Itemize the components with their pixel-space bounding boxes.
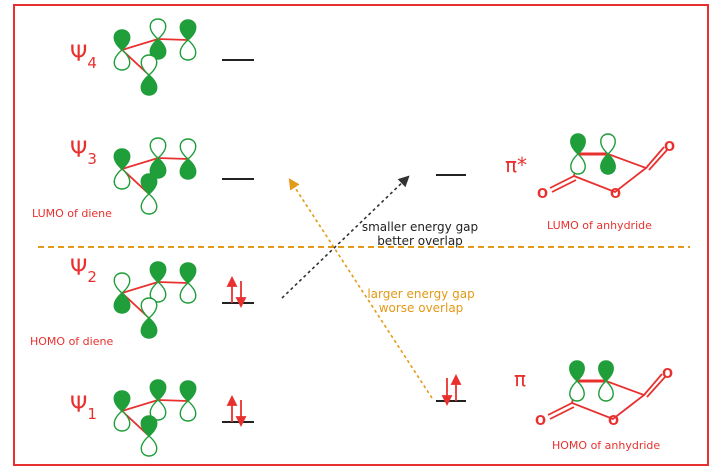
diagram-frame xyxy=(13,4,709,466)
p-orbital-lower-lobe-4 xyxy=(140,74,158,96)
p-orbital-upper-lobe-2 xyxy=(149,18,167,40)
anhydride-lower-lobe-1 xyxy=(569,380,585,402)
p-orbital-upper-lobe-3 xyxy=(179,262,197,284)
lumo-diene-caption: LUMO of diene xyxy=(32,207,112,220)
lumo-o-top: O xyxy=(664,140,675,155)
pi-electron-pair xyxy=(441,373,462,407)
p-orbital-upper-lobe-1 xyxy=(113,29,131,51)
anhydride-lower-lobe-1 xyxy=(570,153,586,175)
p-orbital-upper-lobe-1 xyxy=(113,148,131,170)
diene-bond xyxy=(120,399,189,437)
p-orbital-upper-lobe-3 xyxy=(179,380,197,402)
psi1-electron-pair xyxy=(226,394,247,428)
lumo-o-left: O xyxy=(537,187,548,202)
anhydride-upper-lobe-1 xyxy=(569,360,585,382)
psi2-label: Ψ2 xyxy=(70,256,97,286)
large-gap-arrow xyxy=(288,178,433,399)
small-gap-text-line1: smaller energy gap xyxy=(362,220,478,234)
anhydride-upper-lobe-2 xyxy=(600,133,616,155)
homo-diene-caption: HOMO of diene xyxy=(30,335,113,348)
anhydride-lower-lobe-2 xyxy=(600,153,616,175)
lumo-anhydride-caption: LUMO of anhydride xyxy=(547,219,652,232)
p-orbital-lower-lobe-2 xyxy=(149,157,167,179)
anhydride-lower-lobe-2 xyxy=(598,380,614,402)
homo-o-left: O xyxy=(535,414,546,429)
anhydride-upper-lobe-2 xyxy=(598,360,614,382)
diene-bond xyxy=(120,281,189,319)
p-orbital-lower-lobe-4 xyxy=(140,193,158,215)
large-gap-text-line1: larger energy gap xyxy=(367,287,474,301)
homo-o-ring: O xyxy=(608,414,619,429)
p-orbital-lower-lobe-1 xyxy=(113,49,131,71)
large-gap-text-line2: worse overlap xyxy=(379,301,464,315)
p-orbital-upper-lobe-3 xyxy=(179,138,197,160)
p-orbital-lower-lobe-1 xyxy=(113,292,131,314)
pi-label: π xyxy=(514,367,526,391)
p-orbital-lower-lobe-2 xyxy=(149,38,167,60)
p-orbital-lower-lobe-3 xyxy=(179,158,197,180)
pi-star-label: π* xyxy=(505,153,527,177)
diene-bond xyxy=(120,38,189,76)
p-orbital-upper-lobe-2 xyxy=(149,261,167,283)
p-orbital-upper-lobe-2 xyxy=(149,379,167,401)
lumo-o-ring: O xyxy=(610,187,621,202)
p-orbital-lower-lobe-3 xyxy=(179,282,197,304)
diene-bond xyxy=(120,157,189,195)
p-orbital-upper-lobe-3 xyxy=(179,19,197,41)
anhydride-upper-lobe-1 xyxy=(570,133,586,155)
psi4-orbital-drawing xyxy=(113,18,197,96)
p-orbital-lower-lobe-4 xyxy=(140,317,158,339)
psi1-orbital-drawing xyxy=(113,379,197,457)
p-orbital-lower-lobe-2 xyxy=(149,281,167,303)
psi2-electron-pair xyxy=(226,275,247,309)
psi1-label: Ψ1 xyxy=(70,393,97,423)
p-orbital-lower-lobe-1 xyxy=(113,168,131,190)
p-orbital-lower-lobe-1 xyxy=(113,410,131,432)
p-orbital-lower-lobe-3 xyxy=(179,400,197,422)
p-orbital-upper-lobe-2 xyxy=(149,137,167,159)
p-orbital-upper-lobe-4 xyxy=(140,54,158,76)
p-orbital-upper-lobe-1 xyxy=(113,272,131,294)
p-orbital-upper-lobe-4 xyxy=(140,415,158,437)
p-orbital-upper-lobe-4 xyxy=(140,173,158,195)
p-orbital-lower-lobe-2 xyxy=(149,399,167,421)
psi3-orbital-drawing xyxy=(113,137,197,215)
psi3-label: Ψ3 xyxy=(70,138,97,168)
p-orbital-lower-lobe-3 xyxy=(179,39,197,61)
small-gap-text-line2: better overlap xyxy=(377,234,463,248)
p-orbital-upper-lobe-4 xyxy=(140,297,158,319)
psi2-orbital-drawing xyxy=(113,261,197,339)
homo-anhydride-lobes xyxy=(569,360,614,402)
psi4-label: Ψ4 xyxy=(70,42,97,72)
small-gap-arrow xyxy=(281,175,410,299)
homo-anhydride-caption: HOMO of anhydride xyxy=(552,439,660,452)
lumo-anhydride-lobes xyxy=(570,133,616,175)
p-orbital-upper-lobe-1 xyxy=(113,390,131,412)
homo-o-top: O xyxy=(662,367,673,382)
p-orbital-lower-lobe-4 xyxy=(140,435,158,457)
